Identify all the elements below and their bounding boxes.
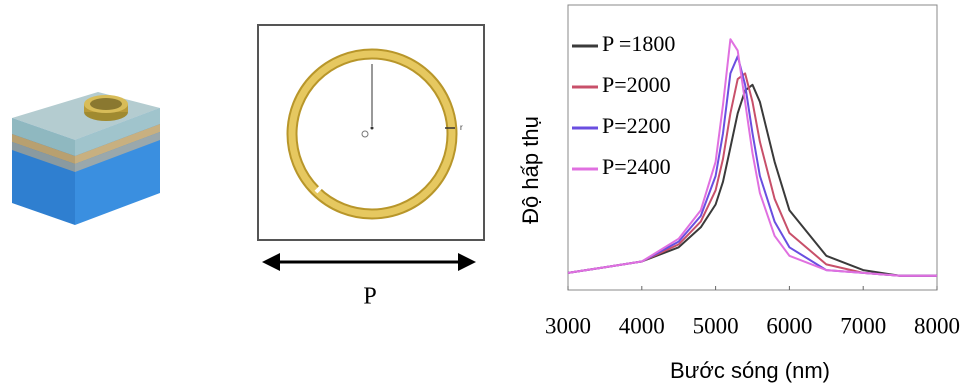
x-tick-label: 6000 [766, 313, 812, 338]
radius-label: r [460, 123, 463, 132]
legend-label: P=2000 [602, 72, 671, 97]
period-label: P [363, 284, 376, 310]
legend-label: P=2200 [602, 113, 671, 138]
x-axis-label: Bước sóng (nm) [670, 358, 830, 383]
x-tick-label: 7000 [840, 313, 886, 338]
y-axis-label: Độ hấp thụ [518, 116, 543, 224]
legend-label: P =1800 [602, 31, 675, 56]
legend-label: P=2400 [602, 154, 671, 179]
x-tick-label: 3000 [545, 313, 591, 338]
series-line [567, 38, 937, 277]
x-tick-label: 4000 [619, 313, 665, 338]
series-line [567, 83, 937, 277]
unit-cell-3d [12, 92, 160, 225]
x-tick-label: 8000 [914, 313, 960, 338]
ring-diagram: r P [257, 24, 485, 310]
plot-frame [567, 4, 938, 291]
x-tick-label: 5000 [693, 313, 739, 338]
